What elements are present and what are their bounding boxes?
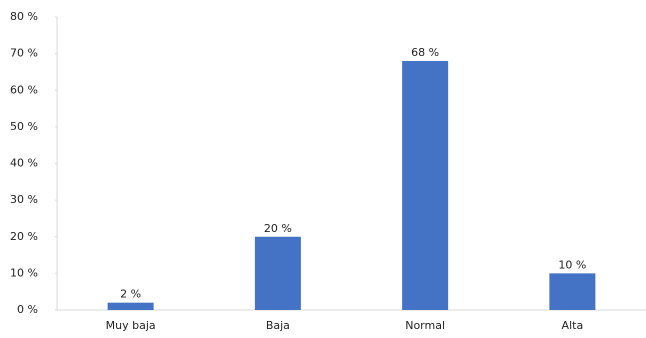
y-tick-label: 20 % [10,230,38,243]
y-tick-label: 40 % [10,157,38,170]
y-tick-label: 10 % [10,266,38,279]
data-label: 10 % [558,258,586,271]
x-tick-label: Alta [562,319,584,332]
y-tick-label: 70 % [10,47,38,60]
data-label: 20 % [264,222,292,235]
bar [254,236,301,310]
y-tick-label: 60 % [10,83,38,96]
data-label: 68 % [411,46,439,59]
data-label: 2 % [120,288,141,301]
y-tick-label: 0 % [17,303,38,316]
bar [107,302,154,310]
y-tick-label: 50 % [10,120,38,133]
y-tick-label: 30 % [10,193,38,206]
x-tick-label: Baja [266,319,290,332]
y-tick-label: 80 % [10,10,38,23]
x-tick-label: Muy baja [106,319,156,332]
bar [549,273,596,310]
bar [402,60,449,311]
x-tick-label: Normal [405,319,445,332]
